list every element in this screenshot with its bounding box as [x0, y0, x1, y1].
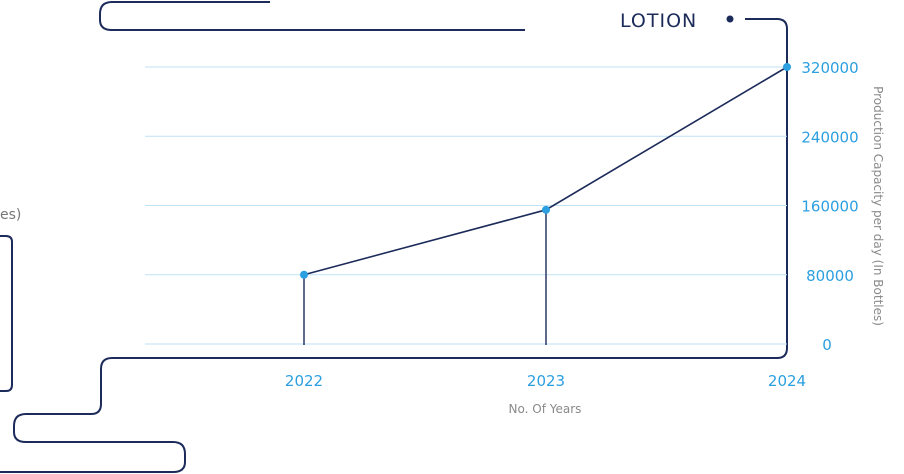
- y-tick-labels: 0 80000 160000 240000 320000: [801, 59, 858, 354]
- y-tick-label: 160000: [801, 198, 858, 216]
- y-axis-title: Production Capacity per day (In Bottles): [871, 86, 885, 326]
- y-tick-label: 80000: [806, 267, 854, 285]
- x-tick-label: 2024: [768, 372, 806, 390]
- drop-lines: [303, 209, 547, 345]
- title-connector-dot: [726, 15, 734, 23]
- data-point-2024: [783, 63, 791, 71]
- y-tick-label: 0: [822, 336, 832, 354]
- gridlines: [145, 66, 787, 345]
- decorative-frame: [0, 1, 788, 473]
- data-points: [300, 63, 791, 279]
- data-point-2023: [542, 205, 550, 214]
- data-point-2022: [300, 270, 308, 279]
- x-axis-title: No. Of Years: [509, 402, 582, 416]
- x-tick-label: 2022: [285, 372, 323, 390]
- top-bracket: [99, 1, 525, 31]
- x-tick-label: 2023: [527, 372, 565, 390]
- left-panel-edge: [0, 235, 13, 392]
- x-tick-labels: 2022 2023 2024: [285, 372, 806, 390]
- y-tick-label: 320000: [801, 59, 858, 77]
- left-partial-text: es): [0, 207, 21, 223]
- right-frame-line: [0, 18, 788, 473]
- chart-title: LOTION: [620, 10, 697, 32]
- y-tick-label: 240000: [801, 128, 858, 146]
